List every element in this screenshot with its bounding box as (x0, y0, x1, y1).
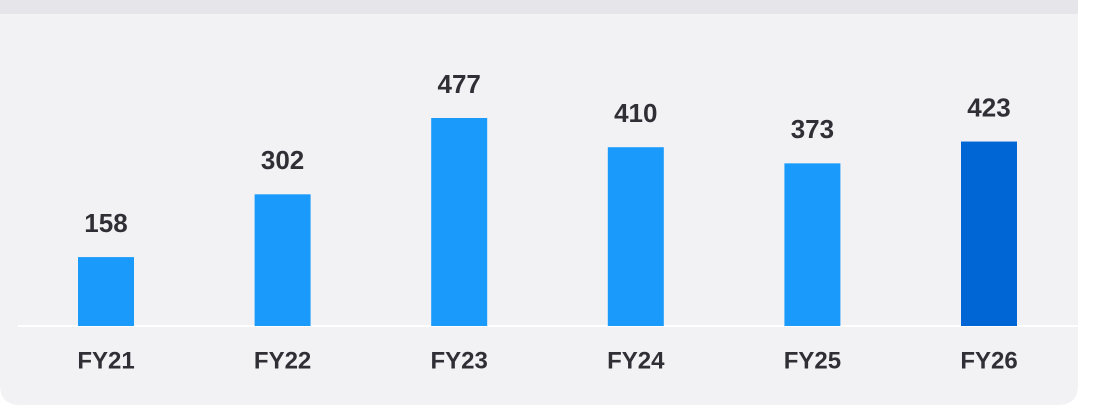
x-tick-label: FY23 (431, 347, 488, 374)
value-label: 423 (967, 92, 1010, 122)
value-label: 302 (261, 145, 304, 175)
value-label: 410 (614, 98, 657, 128)
bar (961, 141, 1017, 326)
x-tick-label: FY24 (607, 347, 665, 374)
bar (78, 257, 134, 326)
bar (431, 118, 488, 326)
x-tick-label: FY21 (77, 347, 134, 374)
bar (784, 163, 841, 326)
value-label: 373 (791, 114, 834, 144)
x-tick-label: FY26 (960, 347, 1017, 374)
x-tick-label: FY22 (254, 347, 311, 374)
x-tick-label: FY25 (784, 347, 841, 374)
top-band (0, 0, 1078, 14)
bar (607, 147, 664, 326)
bar (254, 194, 311, 326)
value-label: 158 (84, 208, 127, 238)
value-label: 477 (438, 69, 481, 99)
